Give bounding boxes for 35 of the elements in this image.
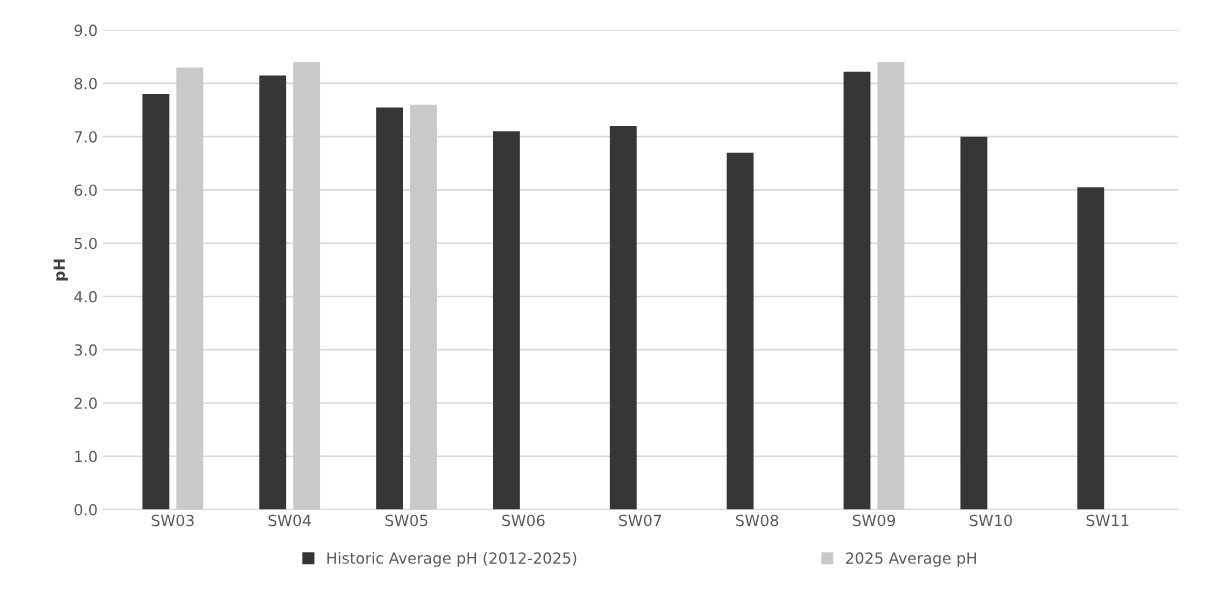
legend-label: Historic Average pH (2012-2025) <box>327 552 577 567</box>
x-tick-label: SW03 <box>151 514 194 527</box>
y-tick-label: 3.0 <box>74 344 97 356</box>
x-tick-label: SW11 <box>1086 514 1129 527</box>
bar <box>142 94 170 510</box>
x-tick-label: SW06 <box>502 514 545 527</box>
x-tick-label: SW09 <box>852 514 896 527</box>
bar <box>877 62 905 510</box>
bar <box>843 71 871 510</box>
bar <box>410 104 437 510</box>
y-tick-label: 7.0 <box>74 131 97 143</box>
bar <box>609 126 637 510</box>
bar <box>960 136 988 510</box>
y-axis-title: pH <box>53 259 68 281</box>
bar <box>493 131 520 510</box>
x-tick-label: SW08 <box>735 514 779 527</box>
bar <box>726 152 754 510</box>
y-tick-label: 4.0 <box>74 290 97 303</box>
y-tick-label: 1.0 <box>75 450 97 463</box>
y-tick-label: 8.0 <box>74 77 97 90</box>
bar <box>293 62 321 510</box>
y-tick-label: 0.0 <box>74 504 97 516</box>
bar <box>176 67 204 510</box>
legend-label: 2025 Average pH <box>846 552 976 567</box>
y-tick-label: 2.0 <box>74 397 97 410</box>
x-tick-label: SW05 <box>385 514 428 527</box>
x-tick-label: SW07 <box>619 514 662 527</box>
bar <box>1077 187 1105 510</box>
y-tick-label: 9.0 <box>74 24 97 37</box>
bar <box>259 75 287 510</box>
y-tick-label: 6.0 <box>74 184 97 196</box>
y-tick-label: 5.0 <box>74 237 97 250</box>
bar <box>376 107 404 510</box>
x-tick-label: SW04 <box>268 514 311 527</box>
x-tick-label: SW10 <box>969 514 1012 527</box>
